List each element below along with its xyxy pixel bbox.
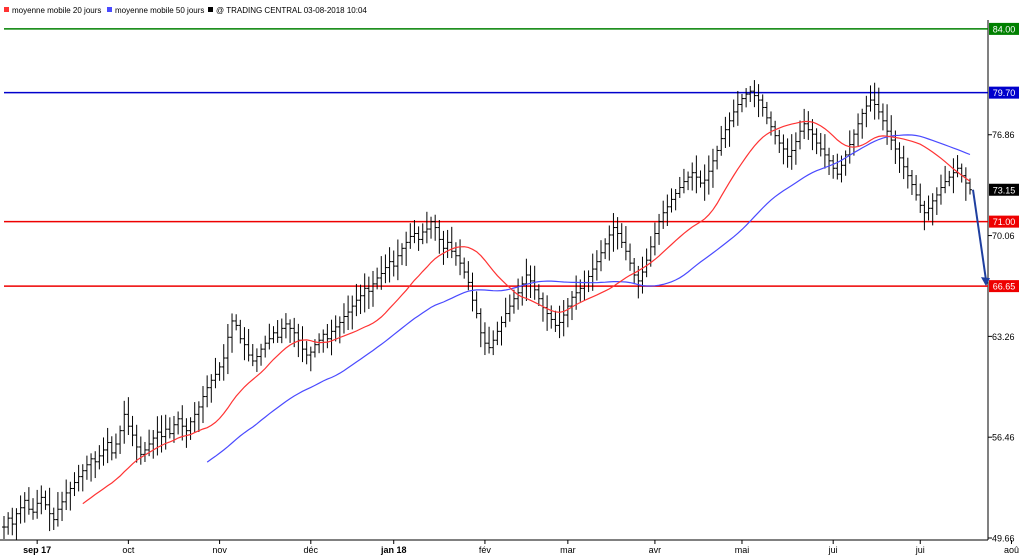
x-tick-label: jan 18 (380, 545, 407, 555)
legend-source-swatch (208, 7, 213, 12)
forecast-arrow-line (972, 189, 987, 281)
y-axis-ticks: 49.66 56.46 63.26 70.06 76.86 (988, 130, 1015, 544)
moving-average-lines (82, 120, 971, 505)
y-tick-label: 70.06 (992, 231, 1015, 241)
x-tick-label: jui (915, 545, 925, 555)
ma50-line (206, 134, 971, 463)
level-lines (4, 28, 988, 287)
x-tick-label: nov (212, 545, 227, 555)
legend-ma50-swatch (107, 7, 112, 12)
level-label-box (989, 22, 1019, 35)
legend-ma20-label: moyenne mobile 20 jours (12, 6, 101, 15)
level-label-box (989, 215, 1019, 228)
level-label-text: 71.00 (993, 217, 1016, 227)
last-price-text: 73.15 (993, 185, 1016, 195)
level-label-text: 84.00 (993, 24, 1016, 34)
x-tick-label: jui (828, 545, 838, 555)
y-tick-label: 56.46 (992, 433, 1015, 443)
y-tick-label: 49.66 (992, 534, 1015, 544)
x-tick-label: avr (649, 545, 662, 555)
x-tick-label: mai (735, 545, 750, 555)
x-axis-ticks: sep 17 oct nov déc jan 18 fév mar avr mai jui jui a… (23, 540, 1019, 555)
ohlc-bars (2, 80, 972, 541)
x-tick-label: fév (479, 545, 492, 555)
chart-legend: moyenne mobile 20 jours moyenne mobile 5… (4, 6, 367, 15)
x-tick-label: oct (122, 545, 135, 555)
x-tick-label: déc (304, 545, 319, 555)
y-tick-label: 63.26 (992, 332, 1015, 342)
level-label-box (989, 86, 1019, 99)
x-tick-label: sep 17 (23, 545, 51, 555)
forecast-arrow (972, 189, 990, 287)
ma20-line (82, 120, 971, 505)
last-price-box (989, 183, 1019, 196)
x-tick-label: aoû (1004, 545, 1019, 555)
level-price-labels: 84.00 79.70 71.00 66.65 73.15 (989, 22, 1019, 293)
y-tick-label: 76.86 (992, 130, 1015, 140)
legend-ma50-label: moyenne mobile 50 jours (115, 6, 204, 15)
x-tick-label: mar (560, 545, 576, 555)
level-label-text: 66.65 (993, 282, 1016, 292)
level-label-text: 79.70 (993, 88, 1016, 98)
legend-ma20-swatch (4, 7, 9, 12)
forecast-arrow-head (981, 277, 990, 287)
level-label-box (989, 280, 1019, 293)
legend-source-label: @ TRADING CENTRAL 03-08-2018 10:04 (216, 6, 367, 15)
